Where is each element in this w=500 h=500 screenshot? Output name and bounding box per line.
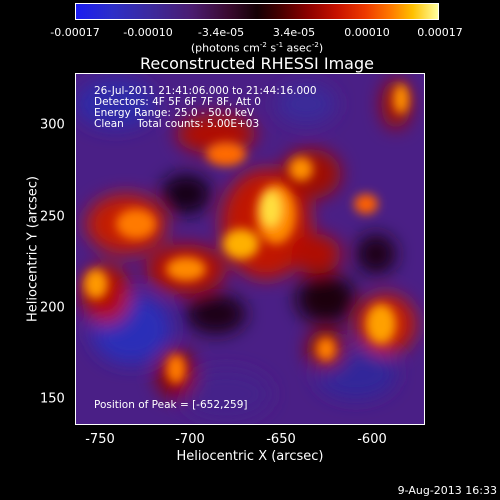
image-plot — [75, 73, 425, 425]
colorbar-tick: -3.4e-05 — [197, 26, 245, 39]
y-tick: 300 — [40, 117, 65, 133]
image-title: Reconstructed RHESSI Image — [140, 54, 374, 73]
colorbar-tick: -0.00010 — [123, 26, 173, 39]
info-time-range: 26-Jul-2011 21:41:06.000 to 21:44:16.000 — [94, 85, 317, 97]
y-tick: 200 — [40, 300, 65, 316]
y-axis-label: Heliocentric Y (arcsec) — [25, 176, 41, 322]
x-tick: -700 — [175, 432, 205, 447]
peak-position: Position of Peak = [-652,259] — [94, 399, 248, 411]
colorbar-tick: -0.00017 — [50, 26, 100, 39]
x-axis-label: Heliocentric X (arcsec) — [176, 449, 324, 464]
colorbar-tick: 3.4e-05 — [272, 26, 316, 39]
info-energy-range: Energy Range: 25.0 - 50.0 keV — [94, 107, 255, 119]
x-tick: -600 — [357, 432, 387, 447]
y-tick: 150 — [40, 391, 65, 407]
y-tick: 250 — [40, 209, 65, 225]
colorbar — [75, 3, 439, 20]
info-detectors: Detectors: 4F 5F 6F 7F 8F, Att 0 — [94, 96, 261, 108]
generation-date: 9-Aug-2013 16:33 — [397, 484, 497, 497]
x-tick: -650 — [266, 432, 296, 447]
rhessi-image — [76, 74, 424, 424]
colorbar-tick: 0.00010 — [344, 26, 390, 39]
info-counts: Clean Total counts: 5.00E+03 — [94, 118, 260, 130]
x-tick: -750 — [85, 432, 115, 447]
colorbar-tick: 0.00017 — [417, 26, 463, 39]
colorbar-unit: (photons cm-2 s-1 asec-2) — [190, 41, 324, 55]
